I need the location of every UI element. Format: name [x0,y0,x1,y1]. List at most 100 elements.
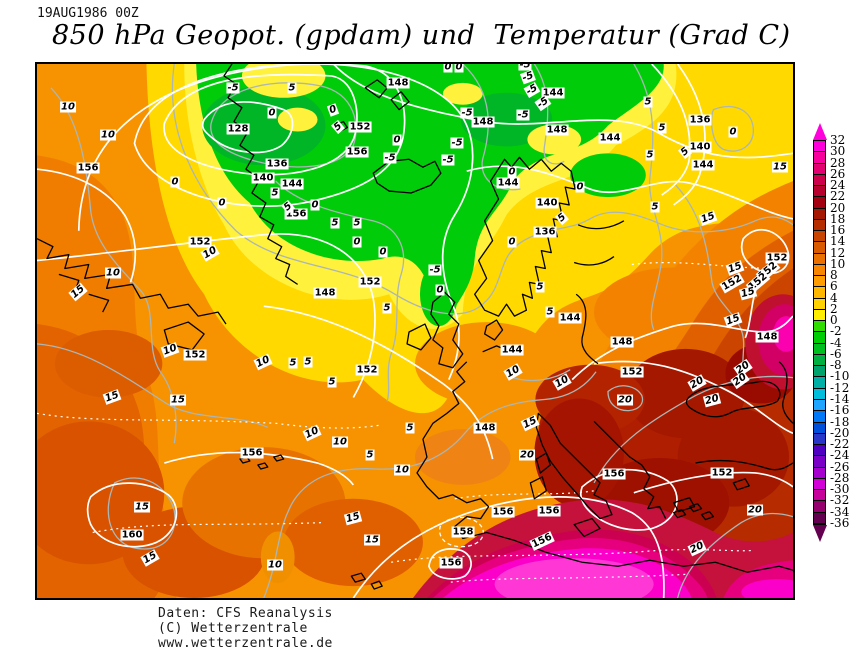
colorbar-tick [813,252,826,254]
geopotential-label: 148 [610,336,634,348]
colorbar-cell [814,377,825,389]
geopotential-label: 152 [183,349,207,361]
colorbar-cell [814,489,825,501]
colorbar-cell [814,411,825,423]
temperature-label: 5 [287,82,297,94]
temperature-label: 15 [772,161,788,173]
colorbar-tick-label: 16 [830,223,846,238]
colorbar-tick-label: -18 [830,414,850,429]
geopotential-label: 144 [496,177,520,189]
colorbar-cell [814,354,825,366]
colorbar-cell [814,152,825,164]
geopotential-label: 156 [439,557,463,569]
colorbar-cell [814,163,825,175]
colorbar-tick-label: -22 [830,437,850,452]
temperature-label: 10 [100,129,116,141]
colorbar-tick [813,173,826,175]
temperature-label: 10 [302,424,322,442]
temperature-label: 20 [747,504,763,516]
temperature-label: 5 [545,306,555,318]
colorbar-tick [813,376,826,378]
temperature-label: 5 [645,149,655,161]
contour-label-layer: 156 128 136 140 144 156 148 152 156 152 152 148 144 1… [37,64,793,598]
temperature-label: 10 [267,559,283,571]
temperature-label: 0 [435,284,445,296]
temperature-label: 15 [343,510,363,526]
colorbar-cell [814,253,825,265]
geopotential-label: 140 [535,197,559,209]
temperature-label: 0 [378,246,388,258]
colorbar-tick-label: 8 [830,268,838,283]
temperature-label: 15 [102,389,122,405]
temperature-label: 0 [352,236,362,248]
temperature-colorbar: 32 30 28 26 24 22 20 18 16 14 12 10 8 6 4 2 0 -2 -4 -6 -8 -10… [813,123,850,563]
temperature-label: 5 [303,356,313,368]
temperature-label: 0 [575,181,585,193]
colorbar-cell [814,197,825,209]
colorbar-tick-label: 22 [830,189,846,204]
geopotential-label: 148 [755,331,779,343]
colorbar-cell [814,309,825,321]
temperature-label: 15 [738,285,758,301]
geopotential-label: 152 [765,252,789,264]
colorbar-tick [813,455,826,457]
temperature-label: 0 [326,103,340,117]
colorbar-tick-label: -34 [830,504,850,519]
temperature-label: 15 [364,534,380,546]
geopotential-label: 148 [386,77,410,89]
temperature-label: 0 [728,126,738,138]
colorbar-cell [814,512,825,524]
temperature-label: 5 [555,210,569,226]
temperature-label: 5 [650,201,660,213]
geopotential-label: 156 [537,505,561,517]
temperature-label: 0 [507,166,517,178]
colorbar-cell [814,219,825,231]
temperature-label: -5 [441,154,455,166]
colorbar-tick-label: -10 [830,369,850,384]
temperature-label: 5 [535,281,545,293]
geopotential-label: 144 [541,87,565,99]
temperature-label: 0 [170,176,180,188]
temperature-label: 10 [253,353,273,371]
geopotential-label: 156 [240,447,264,459]
colorbar-tick [813,353,826,355]
geopotential-label: 158 [451,526,475,538]
colorbar-cell [814,444,825,456]
geopotential-label: 156 [76,162,100,174]
colorbar-tick-label: 10 [830,256,846,271]
temperature-label: 20 [702,392,722,408]
colorbar-tick [813,320,826,322]
colorbar-tick [813,522,826,524]
colorbar-tick [813,241,826,243]
colorbar-cell [814,264,825,276]
temperature-label: 5 [331,119,345,135]
geopotential-label: 160 [120,529,144,541]
colorbar-cell [814,478,825,490]
colorbar-cell [814,321,825,333]
colorbar-cell [814,231,825,243]
colorbar-tick-label: 12 [830,245,846,260]
colorbar-cell [814,422,825,434]
colorbar-tick [813,207,826,209]
colorbar-tick [813,151,826,153]
colorbar-tick-label: -14 [830,391,850,406]
temperature-label: 5 [288,357,298,369]
geopotential-label: 144 [598,132,622,144]
temperature-label: 0 [507,236,517,248]
colorbar-tick [813,275,826,277]
temperature-label: 0 [443,62,453,73]
colorbar-tick [813,500,826,502]
attribution-line-website: www.wetterzentrale.de [158,636,333,651]
colorbar-cell [814,456,825,468]
colorbar-tick [813,342,826,344]
map-canvas: 156 128 136 140 144 156 148 152 156 152 152 148 144 1… [35,62,795,600]
temperature-label: 15 [134,501,150,513]
colorbar-tick [813,410,826,412]
colorbar-tick-label: -36 [830,515,850,530]
colorbar-cell [814,287,825,299]
colorbar-tick [813,421,826,423]
geopotential-label: 144 [280,178,304,190]
colorbar-tick-label: 24 [830,178,846,193]
temperature-label: 0 [454,62,464,73]
colorbar-tick [813,432,826,434]
